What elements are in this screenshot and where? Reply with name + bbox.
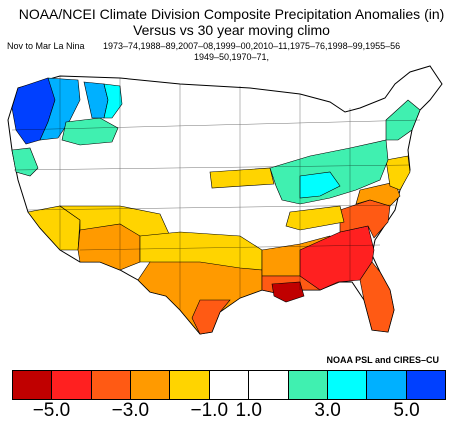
credit-label: NOAA PSL and CIRES–CU	[326, 355, 439, 365]
legend-tick-label: 1.0	[235, 400, 262, 421]
legend-swatch	[13, 371, 53, 399]
legend-swatch	[288, 371, 328, 399]
legend-ticks: −5.0 −3.0 −1.0 1.0 3.0 5.0	[0, 400, 463, 422]
division-borders	[11, 76, 421, 310]
south-texas-red-orange	[191, 299, 231, 335]
map-subtitle: Versus vs 30 year moving climo	[133, 22, 330, 38]
legend-swatch	[170, 371, 210, 399]
legend-swatch	[209, 371, 250, 399]
us-precipitation-map	[7, 65, 443, 335]
map-title: NOAA/NCEI Climate Division Composite Pre…	[18, 6, 445, 22]
years-list-line1: 1973–74,1988–89,2007–08,1999–00,2010–11,…	[103, 41, 401, 51]
years-list-line2: 1949–50,1970–71,	[193, 52, 270, 62]
kansas-gold	[209, 167, 275, 189]
arizona-orange	[77, 223, 141, 271]
legend-swatch	[52, 371, 92, 399]
louisiana-dark-red	[271, 281, 305, 303]
legend-tick-label: −5.0	[32, 400, 71, 421]
northeast-aqua	[385, 99, 421, 141]
ncal-aqua	[11, 147, 39, 177]
legend-tick-label: −1.0	[190, 400, 229, 421]
legend-tick-label: −3.0	[111, 400, 150, 421]
season-label: Nov to Mar La Nina	[7, 41, 85, 51]
legend-tick-label: 5.0	[393, 400, 420, 421]
florida-red-orange	[359, 261, 395, 333]
midatlantic-gold	[385, 155, 411, 191]
legend-swatch	[91, 371, 132, 399]
legend-swatch	[249, 371, 289, 399]
legend-swatch	[367, 371, 407, 399]
tennessee-gold	[285, 205, 345, 231]
legend-swatch	[131, 371, 171, 399]
legend-swatch	[327, 371, 368, 399]
legend-tick-label: 3.0	[314, 400, 341, 421]
legend-swatch	[406, 371, 445, 399]
color-legend	[12, 370, 446, 400]
